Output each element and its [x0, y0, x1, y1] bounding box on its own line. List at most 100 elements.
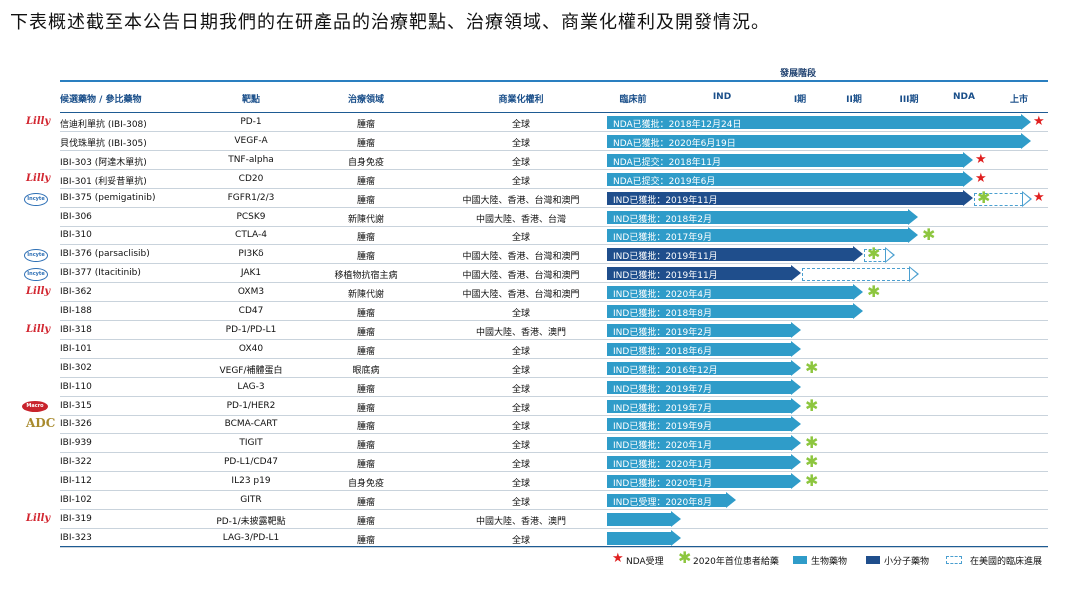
table-row: IBI-322 PD-L1/CD47 腫瘤 全球 IND已獲批：2020年1月 ✱: [0, 452, 1080, 473]
commercial-rights-cell: 中國大陸、香港、澳門: [475, 516, 567, 527]
row-divider: [60, 527, 1048, 529]
bar-milestone-label: IND已獲批：2019年11月: [613, 252, 718, 263]
legend-star-icon: ★: [612, 551, 624, 566]
table-row: IBI-306 PCSK9 新陳代謝 中國大陸、香港、台灣 IND已獲批：2018年2月: [0, 208, 1080, 227]
bar-milestone-label: IND已獲批：2020年1月: [613, 441, 712, 452]
therapeutic-area-cell: 新陳代謝: [347, 290, 385, 301]
legend-nda: NDA受理: [626, 557, 664, 567]
incyte-logo: Incyte: [24, 192, 48, 206]
header-name: 候選藥物 / 參比藥物: [60, 95, 142, 105]
bar-body: [607, 305, 853, 318]
bar-arrowhead: [671, 510, 681, 527]
legend-us-progress: 在美國的臨床進展: [970, 557, 1043, 567]
drug-name: IBI-301 (利妥昔單抗): [60, 176, 147, 187]
target-cell: CTLA-4: [235, 230, 267, 241]
bar-arrowhead: [908, 208, 918, 225]
bar-milestone-label: IND已獲批：2019年11月: [613, 271, 718, 282]
bar-arrowhead: [1021, 132, 1031, 149]
table-row: Lilly IBI-362 OXM3 新陳代謝 中國大陸、香港、台灣和澳門 IND已獲批：…: [0, 282, 1080, 303]
therapeutic-area-cell: 腫瘤: [356, 422, 376, 433]
bar-milestone-label: IND已獲批：2018年6月: [613, 346, 712, 357]
first-patient-dosed-icon: ✱: [922, 225, 936, 245]
target-cell: CD47: [238, 306, 264, 316]
drug-name: IBI-322: [60, 457, 92, 468]
therapeutic-area-cell: 移植物抗宿主病: [334, 271, 398, 282]
therapeutic-area-cell: 腫瘤: [356, 138, 376, 149]
table-row: ADC IBI-326 BCMA-CART 腫瘤 全球 IND已獲批：2019年9月: [0, 416, 1080, 435]
commercial-rights-cell: 中國大陸、香港、澳門: [475, 327, 567, 338]
bar-arrowhead: [853, 246, 863, 263]
first-patient-dosed-icon: ✱: [805, 452, 819, 472]
incyte-logo: Incyte: [24, 249, 48, 263]
table-row: 貝伐珠單抗 (IBI-305) VEGF-A 腫瘤 全球 NDA已獲批：2020年6月1…: [0, 132, 1080, 151]
drug-name: IBI-101: [60, 343, 92, 354]
bar-arrowhead: [963, 189, 973, 206]
first-patient-dosed-icon: ✱: [805, 471, 819, 491]
row-divider: [60, 509, 1048, 510]
macrogenics-logo: Macro: [22, 400, 48, 412]
commercial-rights-cell: 全球: [511, 120, 531, 130]
target-cell: VEGF-A: [234, 135, 268, 146]
commercial-rights-cell: 中國大陸、香港、台灣和澳門: [462, 290, 580, 301]
first-patient-dosed-icon: ✱: [977, 187, 991, 207]
bar-body: [607, 267, 791, 281]
header-rights: 商業化權利: [498, 95, 544, 105]
page-caption: 下表概述截至本公告日期我們的在研產品的治療靶點、治療領域、商業化權利及開發情況。: [10, 12, 770, 33]
drug-name: IBI-323: [60, 532, 92, 543]
row-divider: [60, 471, 1048, 473]
table-row: IBI-110 LAG-3 腫瘤 全球 IND已獲批：2019年7月: [0, 378, 1080, 397]
drug-name: IBI-376 (parsaclisib): [60, 249, 150, 260]
row-divider: [60, 244, 1048, 246]
drug-name: IBI-362: [60, 287, 92, 298]
bar-body: [607, 191, 963, 205]
commercial-rights-cell: 全球: [511, 365, 531, 376]
bar-arrowhead: [791, 340, 801, 357]
row-divider: [60, 131, 1048, 132]
bar-body: [607, 342, 791, 356]
bar-milestone-label: NDA已提交：2019年6月: [613, 176, 716, 187]
header-phase3: III期: [899, 95, 919, 105]
bar-milestone-label: IND已獲批：2018年2月: [613, 214, 712, 225]
bar-milestone-label: IND已獲批：2019年9月: [613, 422, 712, 433]
target-cell: PD-1/HER2: [226, 400, 276, 411]
bar-arrowhead: [853, 303, 863, 319]
row-divider: [60, 206, 1048, 208]
table-row: Incyte IBI-377 (Itacitinib) JAK1 移植物抗宿主病 中國大…: [0, 265, 1080, 284]
lilly-logo: Lilly: [26, 172, 51, 184]
therapeutic-area-cell: 腫瘤: [356, 327, 376, 338]
row-divider: [60, 320, 1048, 321]
therapeutic-area-cell: 腫瘤: [356, 498, 376, 508]
bar-arrowhead: [908, 227, 918, 244]
row-divider: [60, 490, 1048, 492]
bar-milestone-label: IND已獲批：2019年7月: [613, 384, 712, 395]
therapeutic-area-cell: 新陳代謝: [347, 214, 385, 225]
table-row: IBI-310 CTLA-4 腫瘤 全球 IND已獲批：2017年9月 ✱: [0, 225, 1080, 246]
therapeutic-area-cell: 腫瘤: [356, 403, 376, 414]
bar-body: [607, 418, 791, 432]
therapeutic-area-cell: 自身免疫: [347, 479, 385, 490]
bar-milestone-label: IND已獲批：2019年11月: [613, 195, 718, 206]
bar-body: [607, 512, 671, 526]
first-patient-dosed-icon: ✱: [867, 282, 881, 302]
bar-milestone-label: IND已獲批：2020年4月: [613, 290, 712, 301]
therapeutic-area-cell: 腫瘤: [356, 535, 376, 546]
commercial-rights-cell: 全球: [511, 384, 531, 395]
target-cell: LAG-3/PD-L1: [222, 532, 280, 543]
row-divider: [60, 338, 1048, 340]
bar-body: [607, 286, 853, 300]
drug-name: IBI-306: [60, 211, 92, 222]
bar-milestone-label: IND已獲批：2020年1月: [613, 460, 712, 471]
bar-arrowhead: [791, 397, 801, 414]
row-divider: [60, 263, 1048, 265]
target-cell: OX40: [238, 343, 264, 354]
header-phase1: I期: [793, 95, 807, 105]
drug-name: IBI-318: [60, 324, 92, 335]
table-row: Lilly IBI-319 PD-1/未披露靶點 腫瘤 中國大陸、香港、澳門: [0, 510, 1080, 529]
us-progress-arrow: [974, 190, 1032, 207]
bar-body: [607, 323, 791, 337]
bar-arrowhead: [791, 378, 801, 395]
target-cell: LAG-3: [237, 381, 265, 392]
target-cell: OXM3: [237, 287, 265, 298]
legend-small-molecule-swatch: [866, 556, 880, 564]
lilly-logo: Lilly: [26, 116, 51, 127]
